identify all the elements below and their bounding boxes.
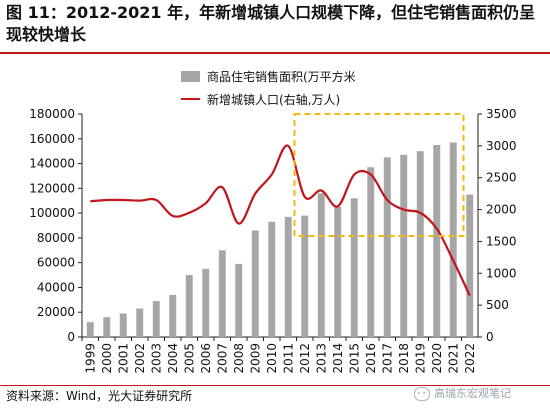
y-right-tick-label: 0 xyxy=(486,330,494,344)
bar-2011 xyxy=(284,216,292,337)
y-left-tick-label: 180000 xyxy=(29,107,75,121)
x-tick-label: 2021 xyxy=(446,343,460,374)
bar-2022 xyxy=(466,194,474,337)
x-tick-label: 2022 xyxy=(463,343,477,374)
x-tick-label: 2015 xyxy=(347,343,361,374)
bar-2000 xyxy=(103,317,111,337)
x-tick-label: 2020 xyxy=(430,343,444,374)
bar-2019 xyxy=(416,151,424,337)
bar-2013 xyxy=(317,193,325,337)
bar-2005 xyxy=(185,275,193,337)
x-tick-label: 2007 xyxy=(215,343,229,374)
x-tick-label: 2002 xyxy=(133,343,147,374)
legend: 商品住宅销售面积(万平方米 新增城镇人口(右轴,万人) xyxy=(181,69,356,107)
bar-2016 xyxy=(367,167,375,337)
x-tick-label: 2006 xyxy=(199,343,213,374)
x-tick-label: 2003 xyxy=(149,343,163,374)
x-tick-label: 2001 xyxy=(116,343,130,374)
highlight-box xyxy=(293,113,465,237)
combo-chart: 商品住宅销售面积(万平方米 新增城镇人口(右轴,万人) 020000400006… xyxy=(29,69,516,374)
footer-divider xyxy=(0,385,550,386)
x-tick-label: 2013 xyxy=(314,343,328,374)
urban-pop-line xyxy=(90,144,471,297)
legend-label-urban-pop: 新增城镇人口(右轴,万人) xyxy=(207,92,340,107)
x-tick-label: 2014 xyxy=(331,343,345,374)
bar-2014 xyxy=(334,206,342,337)
x-tick-label: 2011 xyxy=(281,343,295,374)
bar-2010 xyxy=(268,221,276,337)
bar-2002 xyxy=(136,308,144,337)
bar-2015 xyxy=(350,198,358,337)
y-right-tick-label: 3500 xyxy=(486,107,517,121)
x-tick-label: 2017 xyxy=(380,343,394,374)
bar-2009 xyxy=(251,230,259,337)
x-tick-label: 2005 xyxy=(182,343,196,374)
bar-2004 xyxy=(169,294,177,337)
bar-2021 xyxy=(449,142,457,337)
legend-bar-swatch xyxy=(181,71,200,82)
y-left-tick-label: 100000 xyxy=(29,206,75,220)
x-tick-label: 2019 xyxy=(413,343,427,374)
bar-2012 xyxy=(301,215,309,337)
x-tick-label: 2009 xyxy=(248,343,262,374)
axes: 0200004000060000800001000001200001400001… xyxy=(29,107,516,374)
bar-2007 xyxy=(218,250,226,337)
x-tick-label: 2012 xyxy=(298,343,312,374)
bar-2006 xyxy=(202,268,210,337)
bar-1999 xyxy=(86,322,94,337)
source-note: 资料来源：Wind，光大证券研究所 xyxy=(6,389,193,403)
y-left-tick-label: 40000 xyxy=(37,280,75,294)
y-left-tick-label: 160000 xyxy=(29,132,75,146)
bar-2018 xyxy=(400,154,408,337)
bar-2003 xyxy=(152,301,160,337)
x-tick-label: 2008 xyxy=(232,343,246,374)
x-tick-label: 1999 xyxy=(83,343,97,374)
y-left-tick-label: 60000 xyxy=(37,256,75,270)
watermark-text: 高瑞东宏观笔记 xyxy=(434,387,511,400)
legend-label-sales-area: 商品住宅销售面积(万平方米 xyxy=(207,69,356,84)
chart-title: 图 11：2012-2021 年，年新增城镇人口规模下降，但住宅销售面积仍呈现较… xyxy=(6,3,536,44)
line-series xyxy=(90,144,471,297)
y-right-tick-label: 2500 xyxy=(486,171,517,185)
y-right-tick-label: 500 xyxy=(486,298,509,312)
y-left-tick-label: 0 xyxy=(67,330,75,344)
y-left-tick-label: 120000 xyxy=(29,181,75,195)
bar-2008 xyxy=(235,263,243,337)
y-right-tick-label: 2000 xyxy=(486,203,517,217)
watermark: 高瑞东宏观笔记 xyxy=(414,386,511,402)
y-right-tick-label: 1500 xyxy=(486,234,517,248)
x-tick-label: 2016 xyxy=(364,343,378,374)
x-tick-label: 2018 xyxy=(397,343,411,374)
highlight-box-group xyxy=(293,113,465,237)
bar-2020 xyxy=(433,144,441,337)
y-left-tick-label: 140000 xyxy=(29,157,75,171)
x-tick-label: 2010 xyxy=(265,343,279,374)
bar-2001 xyxy=(119,313,127,337)
y-right-tick-label: 1000 xyxy=(486,266,517,280)
bar-series xyxy=(86,142,474,337)
y-left-tick-label: 80000 xyxy=(37,231,75,245)
wechat-icon xyxy=(414,387,430,401)
x-tick-label: 2000 xyxy=(100,343,114,374)
y-left-tick-label: 20000 xyxy=(37,305,75,319)
y-right-tick-label: 3000 xyxy=(486,139,517,153)
title-divider xyxy=(0,52,550,54)
bar-2017 xyxy=(383,157,391,337)
x-tick-label: 2004 xyxy=(166,343,180,374)
